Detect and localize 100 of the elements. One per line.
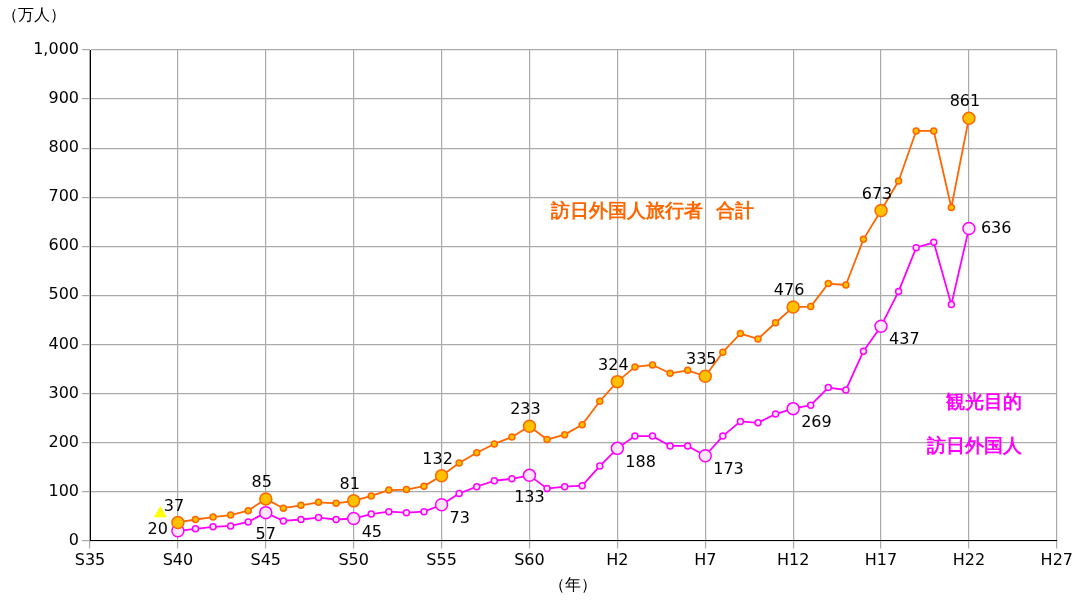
point — [859, 347, 868, 355]
y-tick-label: 800 — [48, 137, 79, 157]
point — [859, 235, 868, 244]
point — [314, 498, 323, 507]
y-tick-label: 900 — [48, 88, 79, 108]
point — [508, 433, 516, 441]
x-tick-label: H12 — [776, 550, 810, 570]
point — [226, 511, 235, 519]
point — [824, 383, 833, 392]
point — [806, 401, 815, 409]
point — [367, 510, 375, 518]
point — [191, 515, 200, 524]
point — [332, 515, 340, 524]
x-tick-label: S60 — [514, 550, 545, 570]
point — [578, 481, 586, 490]
point — [244, 518, 252, 526]
x-tick-label: H17 — [864, 550, 898, 570]
point — [191, 525, 200, 533]
point — [279, 517, 288, 525]
point — [154, 506, 167, 518]
text: 訪日外国人旅行者 合計 — [549, 198, 755, 221]
data-label: 437 — [889, 329, 920, 349]
point — [754, 419, 762, 427]
x-tick-label: H2 — [606, 550, 629, 570]
point — [560, 482, 569, 491]
point — [420, 507, 428, 516]
data-label: 20 — [147, 518, 168, 538]
point — [648, 432, 657, 440]
point — [226, 522, 235, 530]
point — [209, 513, 217, 521]
data-label: 335 — [685, 349, 717, 369]
point — [719, 348, 727, 356]
x-tick-label: H27 — [1040, 550, 1073, 570]
point — [806, 302, 815, 311]
x-tick-label: S55 — [426, 550, 457, 570]
point — [648, 361, 657, 369]
point — [666, 442, 674, 450]
data-label: 81 — [339, 474, 360, 494]
x-tick-label: S45 — [250, 550, 282, 570]
point — [402, 485, 411, 494]
y-axis-title: （万人） — [2, 5, 66, 25]
point — [367, 492, 375, 500]
point — [683, 366, 692, 375]
point — [596, 397, 604, 406]
point — [297, 515, 305, 524]
point — [314, 513, 323, 522]
y-tick-label: 0 — [68, 529, 79, 549]
text: 観光目的訪日外国人 — [925, 390, 1023, 457]
point — [543, 484, 551, 493]
point — [332, 499, 340, 508]
point — [736, 329, 745, 338]
y-tick-label: 400 — [48, 333, 79, 353]
point — [420, 482, 428, 490]
data-label: 188 — [625, 451, 656, 471]
data-label: 57 — [255, 523, 276, 543]
point — [596, 462, 604, 470]
data-label: 476 — [773, 280, 805, 300]
point — [631, 363, 639, 371]
x-tick-label: S50 — [338, 550, 369, 570]
point — [560, 430, 569, 439]
point — [894, 177, 903, 185]
point — [736, 417, 745, 426]
point — [771, 319, 780, 327]
point — [508, 475, 516, 483]
point — [455, 459, 463, 467]
point — [824, 279, 833, 288]
point — [385, 507, 393, 516]
data-label: 132 — [422, 449, 453, 468]
point — [912, 243, 920, 252]
point — [754, 335, 762, 343]
point — [683, 442, 692, 450]
point — [894, 287, 903, 296]
point — [402, 508, 411, 517]
point — [209, 523, 217, 531]
data-label: 37 — [163, 495, 185, 515]
y-tick-label: 700 — [48, 186, 79, 206]
y-tick-label: 300 — [48, 382, 79, 402]
y-tick-label: 600 — [48, 235, 79, 255]
x-tick-label: H7 — [694, 550, 717, 570]
point — [490, 477, 499, 485]
y-tick-label: 500 — [48, 284, 79, 304]
point — [472, 482, 481, 491]
point — [771, 410, 780, 418]
point — [244, 506, 252, 515]
point — [666, 369, 674, 378]
x-tick-label: S40 — [162, 550, 194, 570]
y-tick-label: 200 — [48, 431, 79, 451]
data-label: 636 — [980, 217, 1012, 237]
point — [490, 440, 499, 448]
data-label: 269 — [801, 411, 832, 431]
point — [912, 127, 920, 135]
point — [947, 300, 956, 309]
data-label: 324 — [598, 354, 629, 374]
point — [719, 432, 727, 440]
x-tick-label: H22 — [952, 550, 986, 570]
data-label: 85 — [251, 472, 272, 492]
data-label: 861 — [949, 91, 981, 111]
point — [930, 127, 938, 135]
y-tick-label: 1,000 — [33, 39, 79, 59]
data-label: 73 — [449, 507, 470, 527]
